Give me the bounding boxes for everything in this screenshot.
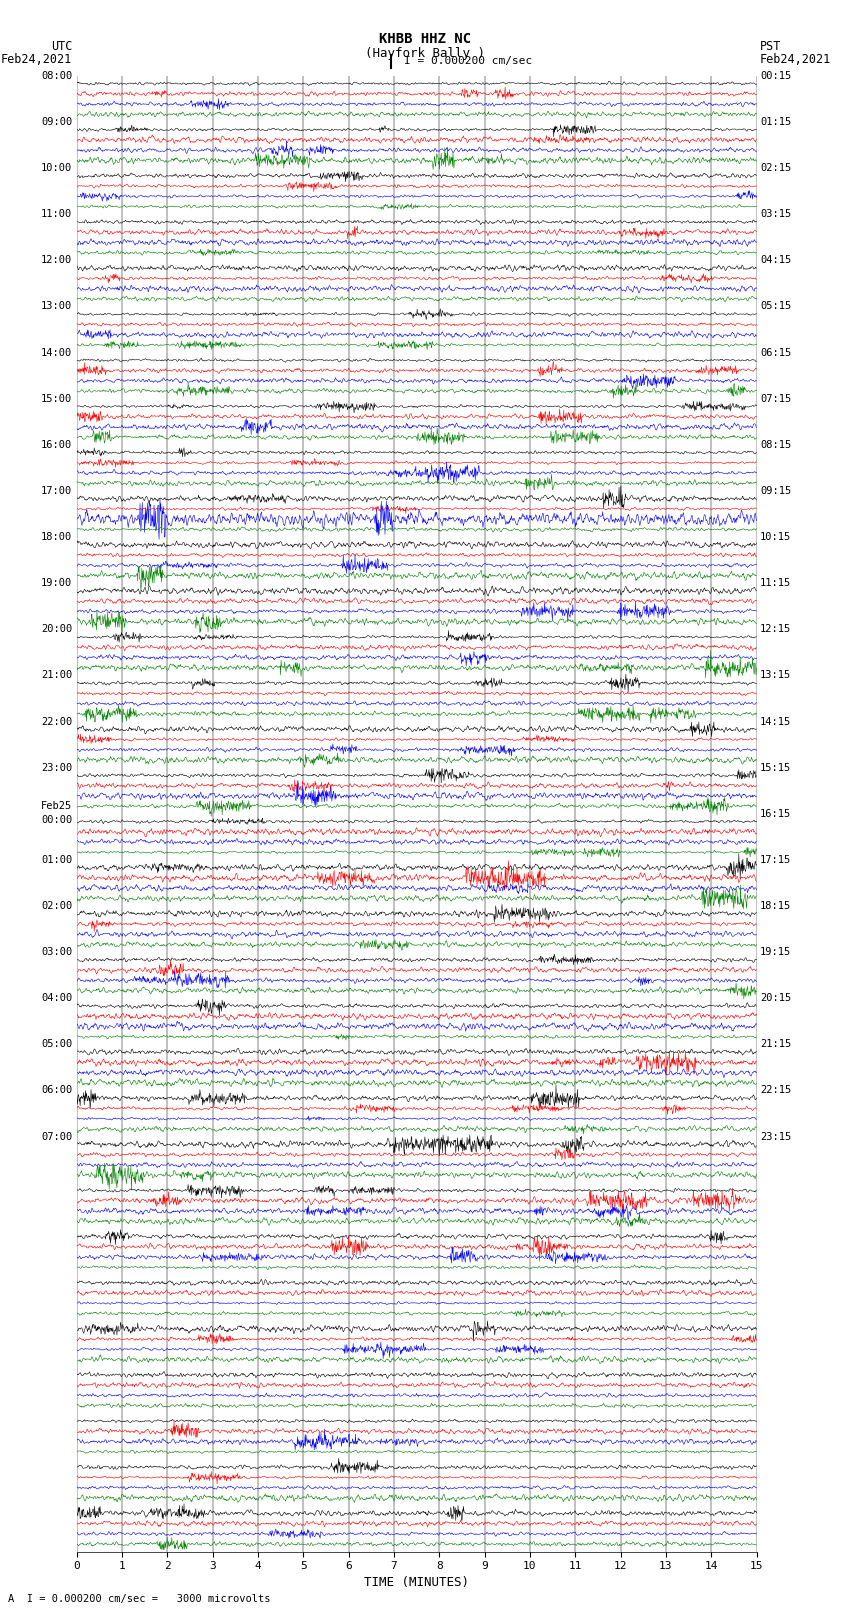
X-axis label: TIME (MINUTES): TIME (MINUTES)	[364, 1576, 469, 1589]
Text: 23:15: 23:15	[760, 1132, 791, 1142]
Text: 19:00: 19:00	[41, 577, 72, 589]
Text: 01:15: 01:15	[760, 116, 791, 127]
Text: 17:15: 17:15	[760, 855, 791, 865]
Text: 04:00: 04:00	[41, 994, 72, 1003]
Text: 05:15: 05:15	[760, 302, 791, 311]
Text: 16:15: 16:15	[760, 808, 791, 819]
Text: 11:15: 11:15	[760, 577, 791, 589]
Text: 15:15: 15:15	[760, 763, 791, 773]
Text: 22:00: 22:00	[41, 716, 72, 726]
Text: Feb24,2021: Feb24,2021	[1, 53, 72, 66]
Text: 13:15: 13:15	[760, 671, 791, 681]
Text: 23:00: 23:00	[41, 763, 72, 773]
Text: 16:00: 16:00	[41, 440, 72, 450]
Text: 06:15: 06:15	[760, 347, 791, 358]
Text: Feb25: Feb25	[41, 800, 72, 811]
Text: 00:00: 00:00	[41, 816, 72, 826]
Text: 10:00: 10:00	[41, 163, 72, 173]
Text: A  I = 0.000200 cm/sec =   3000 microvolts: A I = 0.000200 cm/sec = 3000 microvolts	[8, 1594, 271, 1603]
Text: Feb24,2021: Feb24,2021	[760, 53, 831, 66]
Text: 08:00: 08:00	[41, 71, 72, 81]
Text: UTC: UTC	[51, 40, 72, 53]
Text: 17:00: 17:00	[41, 486, 72, 495]
Text: 19:15: 19:15	[760, 947, 791, 957]
Text: 14:00: 14:00	[41, 347, 72, 358]
Text: 02:00: 02:00	[41, 902, 72, 911]
Text: 13:00: 13:00	[41, 302, 72, 311]
Text: 11:00: 11:00	[41, 210, 72, 219]
Text: KHBB HHZ NC: KHBB HHZ NC	[379, 32, 471, 47]
Text: 07:15: 07:15	[760, 394, 791, 403]
Text: 18:15: 18:15	[760, 902, 791, 911]
Text: PST: PST	[760, 40, 781, 53]
Text: 15:00: 15:00	[41, 394, 72, 403]
Text: 14:15: 14:15	[760, 716, 791, 726]
Text: 22:15: 22:15	[760, 1086, 791, 1095]
Text: 09:15: 09:15	[760, 486, 791, 495]
Text: (Hayfork Bally ): (Hayfork Bally )	[365, 47, 485, 60]
Text: 18:00: 18:00	[41, 532, 72, 542]
Text: I = 0.000200 cm/sec: I = 0.000200 cm/sec	[404, 56, 532, 66]
Text: 00:15: 00:15	[760, 71, 791, 81]
Text: 05:00: 05:00	[41, 1039, 72, 1050]
Text: 12:15: 12:15	[760, 624, 791, 634]
Text: 20:15: 20:15	[760, 994, 791, 1003]
Text: 21:15: 21:15	[760, 1039, 791, 1050]
Text: 02:15: 02:15	[760, 163, 791, 173]
Text: 09:00: 09:00	[41, 116, 72, 127]
Text: 07:00: 07:00	[41, 1132, 72, 1142]
Text: 21:00: 21:00	[41, 671, 72, 681]
Text: 20:00: 20:00	[41, 624, 72, 634]
Text: 06:00: 06:00	[41, 1086, 72, 1095]
Text: 04:15: 04:15	[760, 255, 791, 265]
Text: 03:15: 03:15	[760, 210, 791, 219]
Text: 12:00: 12:00	[41, 255, 72, 265]
Text: 10:15: 10:15	[760, 532, 791, 542]
Text: 08:15: 08:15	[760, 440, 791, 450]
Text: 03:00: 03:00	[41, 947, 72, 957]
Text: 01:00: 01:00	[41, 855, 72, 865]
